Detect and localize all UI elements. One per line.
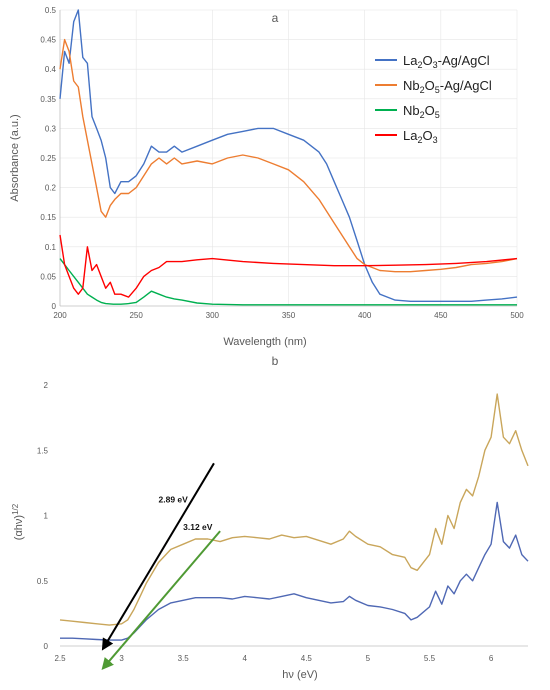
chart-a-legend-entry: La2O3-Ag/AgCl [403,53,490,70]
chart-b-title: b [272,354,279,368]
chart-a-x-tick-label: 200 [53,311,67,320]
chart-a-legend-text-part: O [422,128,432,143]
chart-a-legend-text-part: 3 [433,135,438,145]
chart-b-x-tick-label: 6 [489,654,494,663]
chart-a-gridlines [60,9,518,306]
chart-a-x-ticks: 200 250 300 350 400 450 500 [53,311,524,320]
chart-a-legend-text-part: O [422,53,432,68]
chart-a-legend-text-part: La [403,128,418,143]
chart-a-legend-text-part: La [403,53,418,68]
chart-b-y-axis-label: (αhν)1/2 [11,503,25,540]
chart-a-legend-text-part: 2 [417,135,422,145]
chart-b-x-ticks: 2.5 3 3.5 4 4.5 5 5.5 6 [54,654,493,663]
chart-a-legend-text-part: 5 [435,85,440,95]
chart-b-y-ticks: 0 0.5 1 1.5 2 [37,381,49,651]
chart-a: a 0 0.05 0.1 0.15 0.2 0.25 0.3 0.35 0.4 0.45 0.5 2… [9,6,524,348]
chart-b-series-line-0 [59,393,529,626]
chart-b-y-tick-label: 2 [44,381,49,390]
chart-b-y-axis-label-main: (αhν) [13,515,25,540]
chart-b-x-tick-label: 3.5 [178,654,190,663]
chart-a-legend-text-part: -Ag/AgCl [438,53,490,68]
chart-a-legend-text-part: Nb [403,78,420,93]
chart-a-y-tick-label: 0.35 [40,95,56,104]
chart-a-y-tick-label: 0.25 [40,154,56,163]
chart-a-y-axis-label: Absorbance (a.u.) [9,114,21,201]
chart-a-y-tick-label: 0.05 [40,272,56,281]
chart-a-series-line-3 [59,234,518,298]
chart-a-x-tick-label: 300 [206,311,220,320]
chart-a-series-line-1 [59,38,518,273]
chart-b-x-tick-label: 3 [119,654,124,663]
chart-a-y-tick-label: 0.5 [45,6,57,15]
chart-a-x-tick-label: 250 [129,311,143,320]
chart-b-tangent-arrow-1 [101,530,221,671]
chart-b-annotations: 2.89 eV 3.12 eV [101,462,221,671]
chart-a-legend-entry: Nb2O5 [403,103,440,120]
chart-a-legend-text-part: 2 [417,60,422,70]
chart-b: b 0 0.5 1 1.5 2 2.5 3 3.5 4 4.5 5 5.5 6 2.89 eV 3.12… [11,354,529,681]
chart-b-x-tick-label: 5.5 [424,654,436,663]
chart-a-y-tick-label: 0.3 [45,124,57,133]
chart-a-title: a [272,11,279,25]
chart-b-series [59,393,529,641]
chart-a-legend-text-part: -Ag/AgCl [440,78,492,93]
chart-a-legend-text-part: 5 [435,110,440,120]
chart-a-y-ticks: 0 0.05 0.1 0.15 0.2 0.25 0.3 0.35 0.4 0.45 0.5 [40,6,56,311]
chart-b-y-tick-label: 1.5 [37,446,49,455]
chart-a-legend-text-part: 3 [433,60,438,70]
chart-a-y-tick-label: 0.1 [45,243,57,252]
chart-b-y-tick-label: 0 [44,642,49,651]
chart-a-legend-entry: Nb2O5-Ag/AgCl [403,78,492,95]
chart-b-x-tick-label: 5 [366,654,371,663]
chart-a-y-tick-label: 0 [52,302,57,311]
chart-a-x-tick-label: 450 [434,311,448,320]
chart-a-x-axis-label: Wavelength (nm) [223,336,306,348]
chart-b-y-tick-label: 1 [44,512,49,521]
chart-b-tangent-arrow-0 [101,462,215,651]
chart-a-y-tick-label: 0.45 [40,36,56,45]
chart-b-x-axis-label: hν (eV) [282,669,317,681]
chart-a-legend-text-part: O [425,78,435,93]
chart-a-series [59,9,518,306]
chart-a-y-tick-label: 0.15 [40,213,56,222]
chart-a-y-tick-label: 0.2 [45,184,57,193]
chart-a-legend-entry: La2O3 [403,128,438,145]
chart-b-y-tick-label: 0.5 [37,577,49,586]
chart-b-annotation-label-0: 2.89 eV [159,494,189,504]
chart-a-legend-text-part: Nb [403,103,420,118]
chart-a-series-line-0 [59,9,518,302]
chart-a-x-tick-label: 350 [282,311,296,320]
chart-a-x-tick-label: 400 [358,311,372,320]
chart-a-legend-text-part: O [425,103,435,118]
chart-a-series-line-2 [59,258,517,306]
chart-a-legend-text-part: 2 [420,110,425,120]
chart-b-x-tick-label: 2.5 [54,654,66,663]
chart-b-series-line-1 [60,501,529,641]
chart-a-x-tick-label: 500 [510,311,524,320]
chart-a-legend-text-part: 2 [420,85,425,95]
chart-a-axes [59,10,517,307]
chart-b-y-axis-label-sup: 1/2 [11,503,20,515]
chart-b-x-tick-label: 4 [243,654,248,663]
chart-a-y-tick-label: 0.4 [45,65,57,74]
chart-b-annotation-label-1: 3.12 eV [183,522,213,532]
chart-b-x-tick-label: 4.5 [301,654,313,663]
